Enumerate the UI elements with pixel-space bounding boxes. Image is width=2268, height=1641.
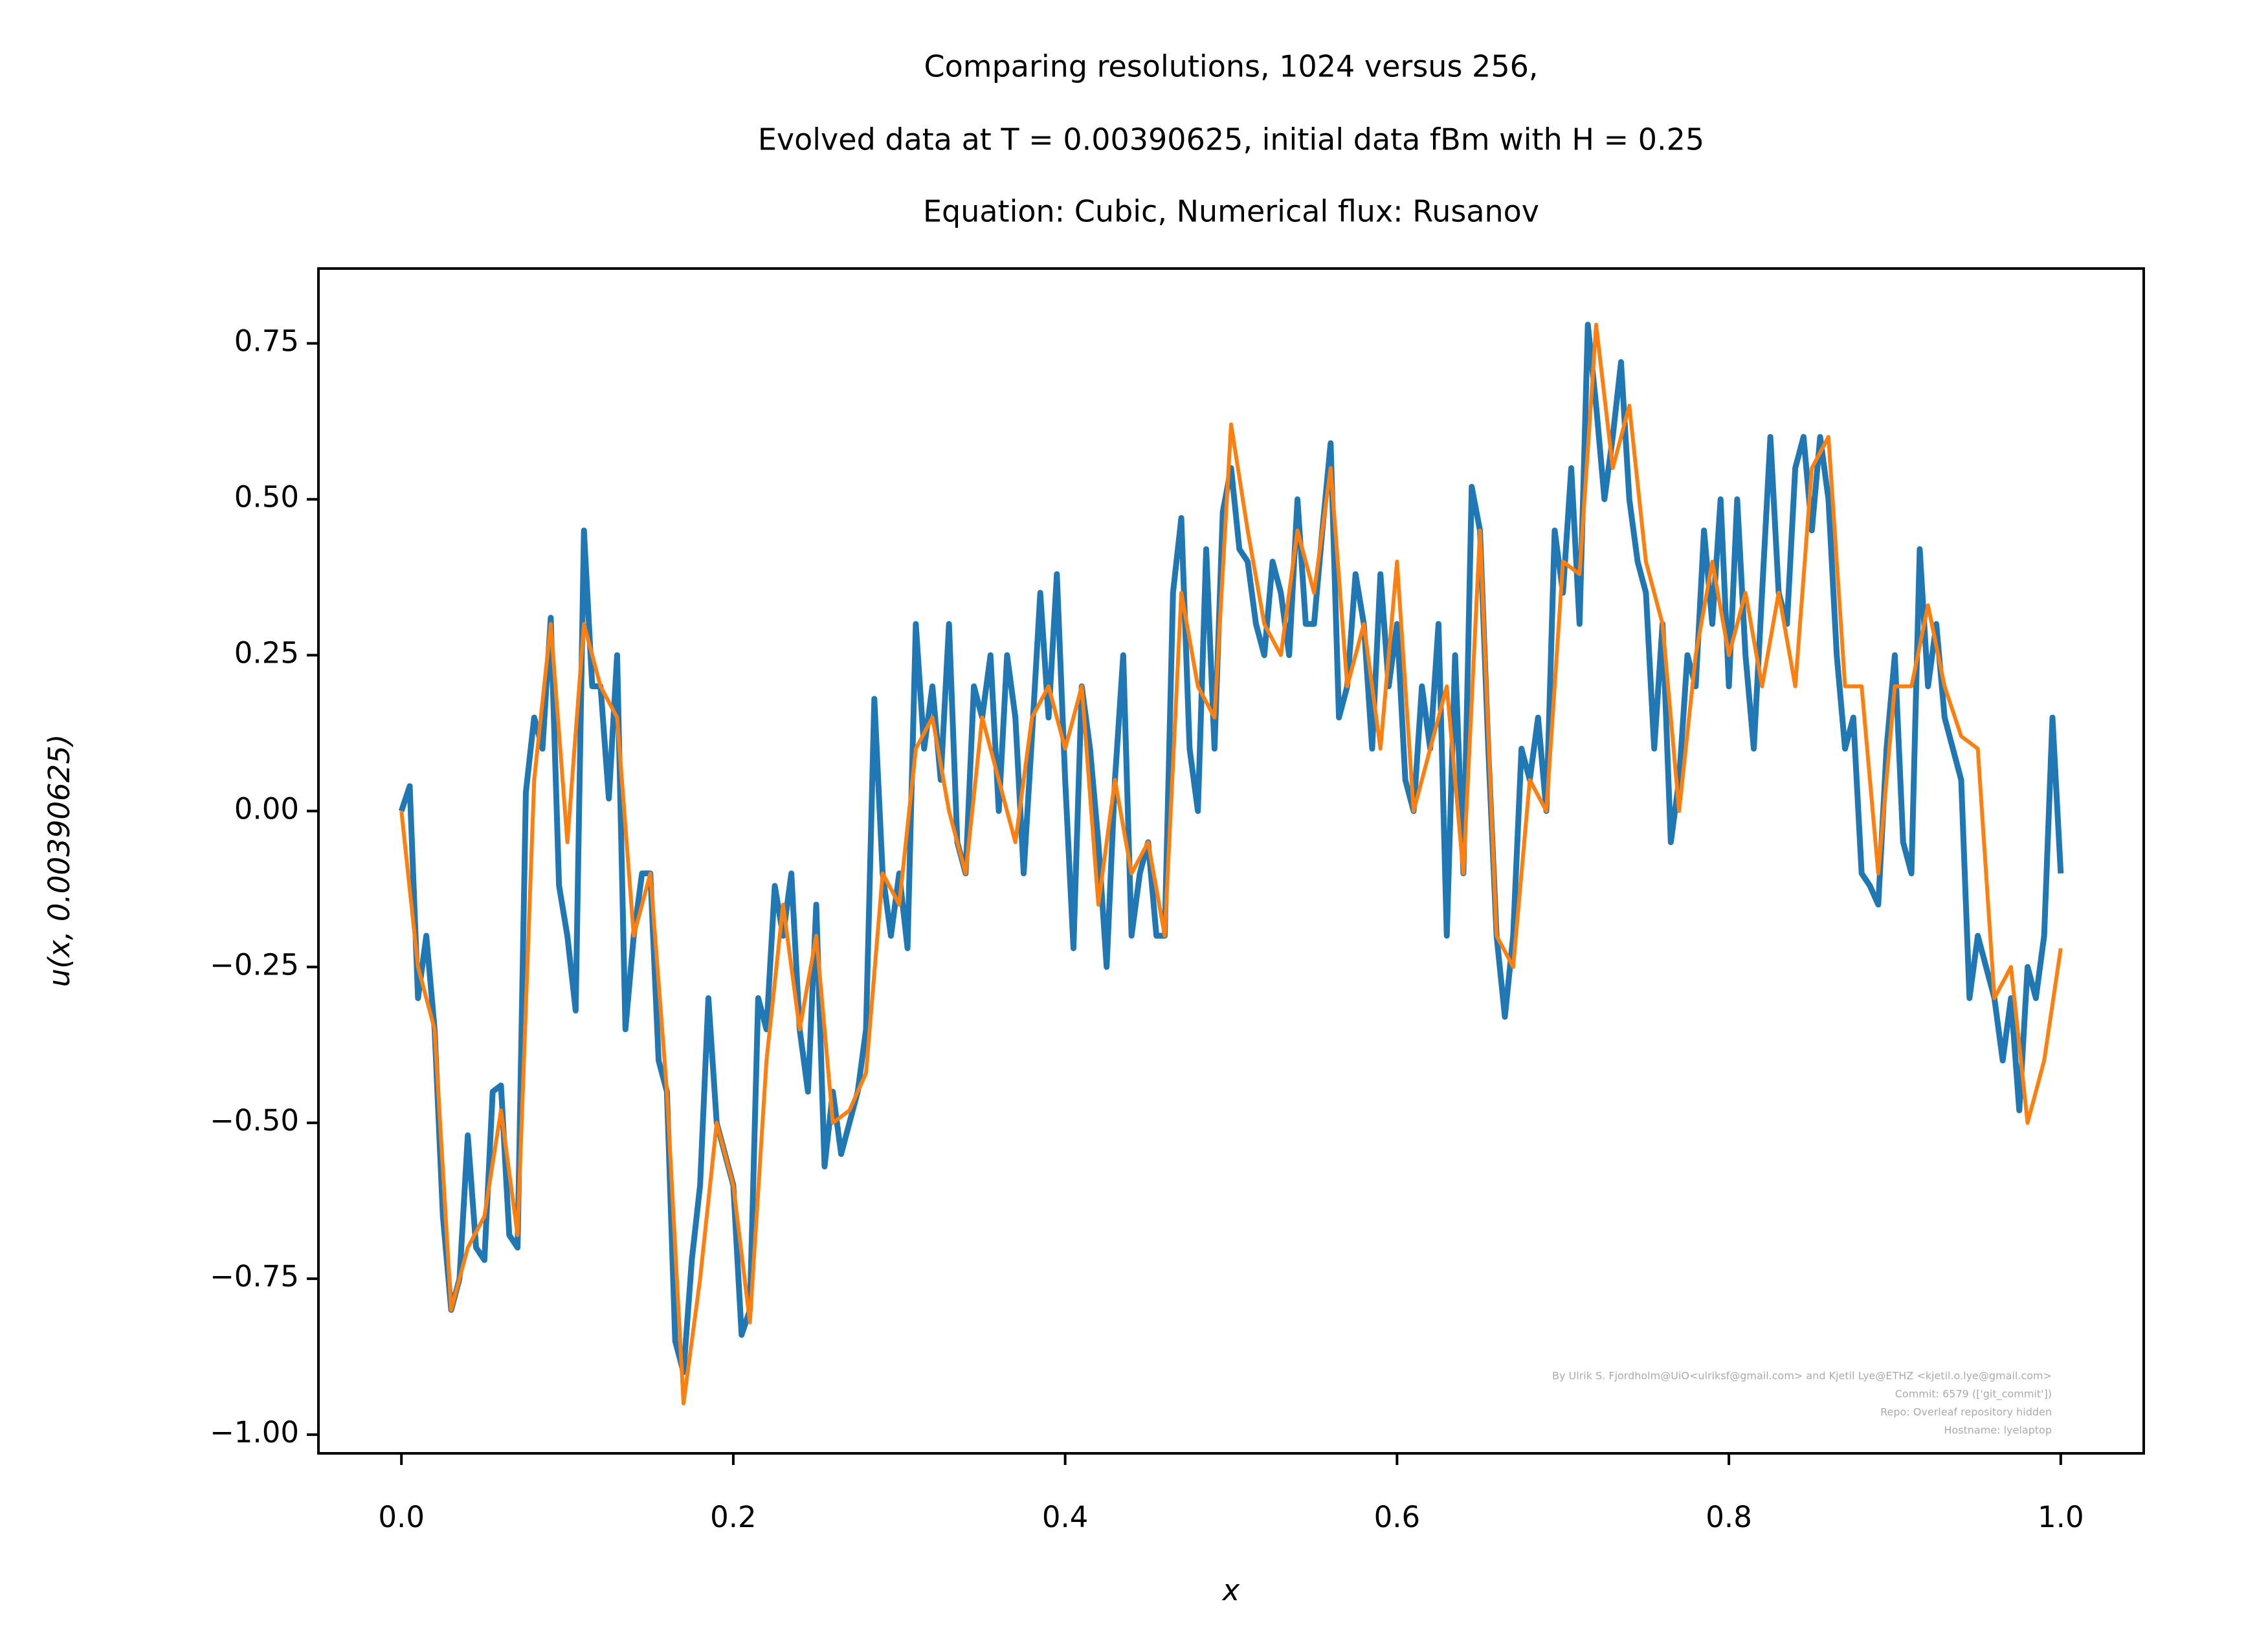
watermark: Repo: Overleaf repository hidden bbox=[1880, 1406, 2052, 1418]
y-tick-label: −0.25 bbox=[210, 947, 299, 982]
watermark: By Ulrik S. Fjordholm@UiO<ulriksf@gmail.… bbox=[1552, 1370, 2052, 1382]
x-tick-label: 0.6 bbox=[1374, 1500, 1421, 1534]
y-tick-label: 0.75 bbox=[234, 324, 299, 358]
chart-title: Equation: Cubic, Numerical flux: Rusanov bbox=[923, 194, 1539, 229]
data-line bbox=[399, 322, 2063, 1405]
x-tick-label: 0.2 bbox=[710, 1500, 757, 1534]
x-tick-label: 0.8 bbox=[1706, 1500, 1752, 1534]
chart-title: Comparing resolutions, 1024 versus 256, bbox=[924, 49, 1539, 84]
x-tick-label: 0.4 bbox=[1042, 1500, 1089, 1534]
x-tick-label: 1.0 bbox=[2038, 1500, 2084, 1534]
y-axis-label: u(x, 0.00390625) bbox=[42, 734, 76, 987]
chart-title: Evolved data at T = 0.00390625, initial … bbox=[758, 122, 1704, 157]
y-tick-label: −0.50 bbox=[210, 1103, 299, 1138]
y-tick-label: 0.00 bbox=[234, 791, 299, 826]
y-tick-label: 0.50 bbox=[234, 480, 299, 514]
watermark: Hostname: lyelaptop bbox=[1944, 1424, 2052, 1437]
x-tick-label: 0.0 bbox=[378, 1500, 425, 1534]
y-tick-label: −1.00 bbox=[210, 1415, 299, 1449]
watermark: Commit: 6579 (['git_commit']) bbox=[1895, 1388, 2052, 1401]
y-tick-label: 0.25 bbox=[234, 635, 299, 670]
axes-frame bbox=[317, 267, 2145, 1455]
x-axis-label: x bbox=[1221, 1573, 1240, 1607]
y-tick-label: −0.75 bbox=[210, 1259, 299, 1294]
